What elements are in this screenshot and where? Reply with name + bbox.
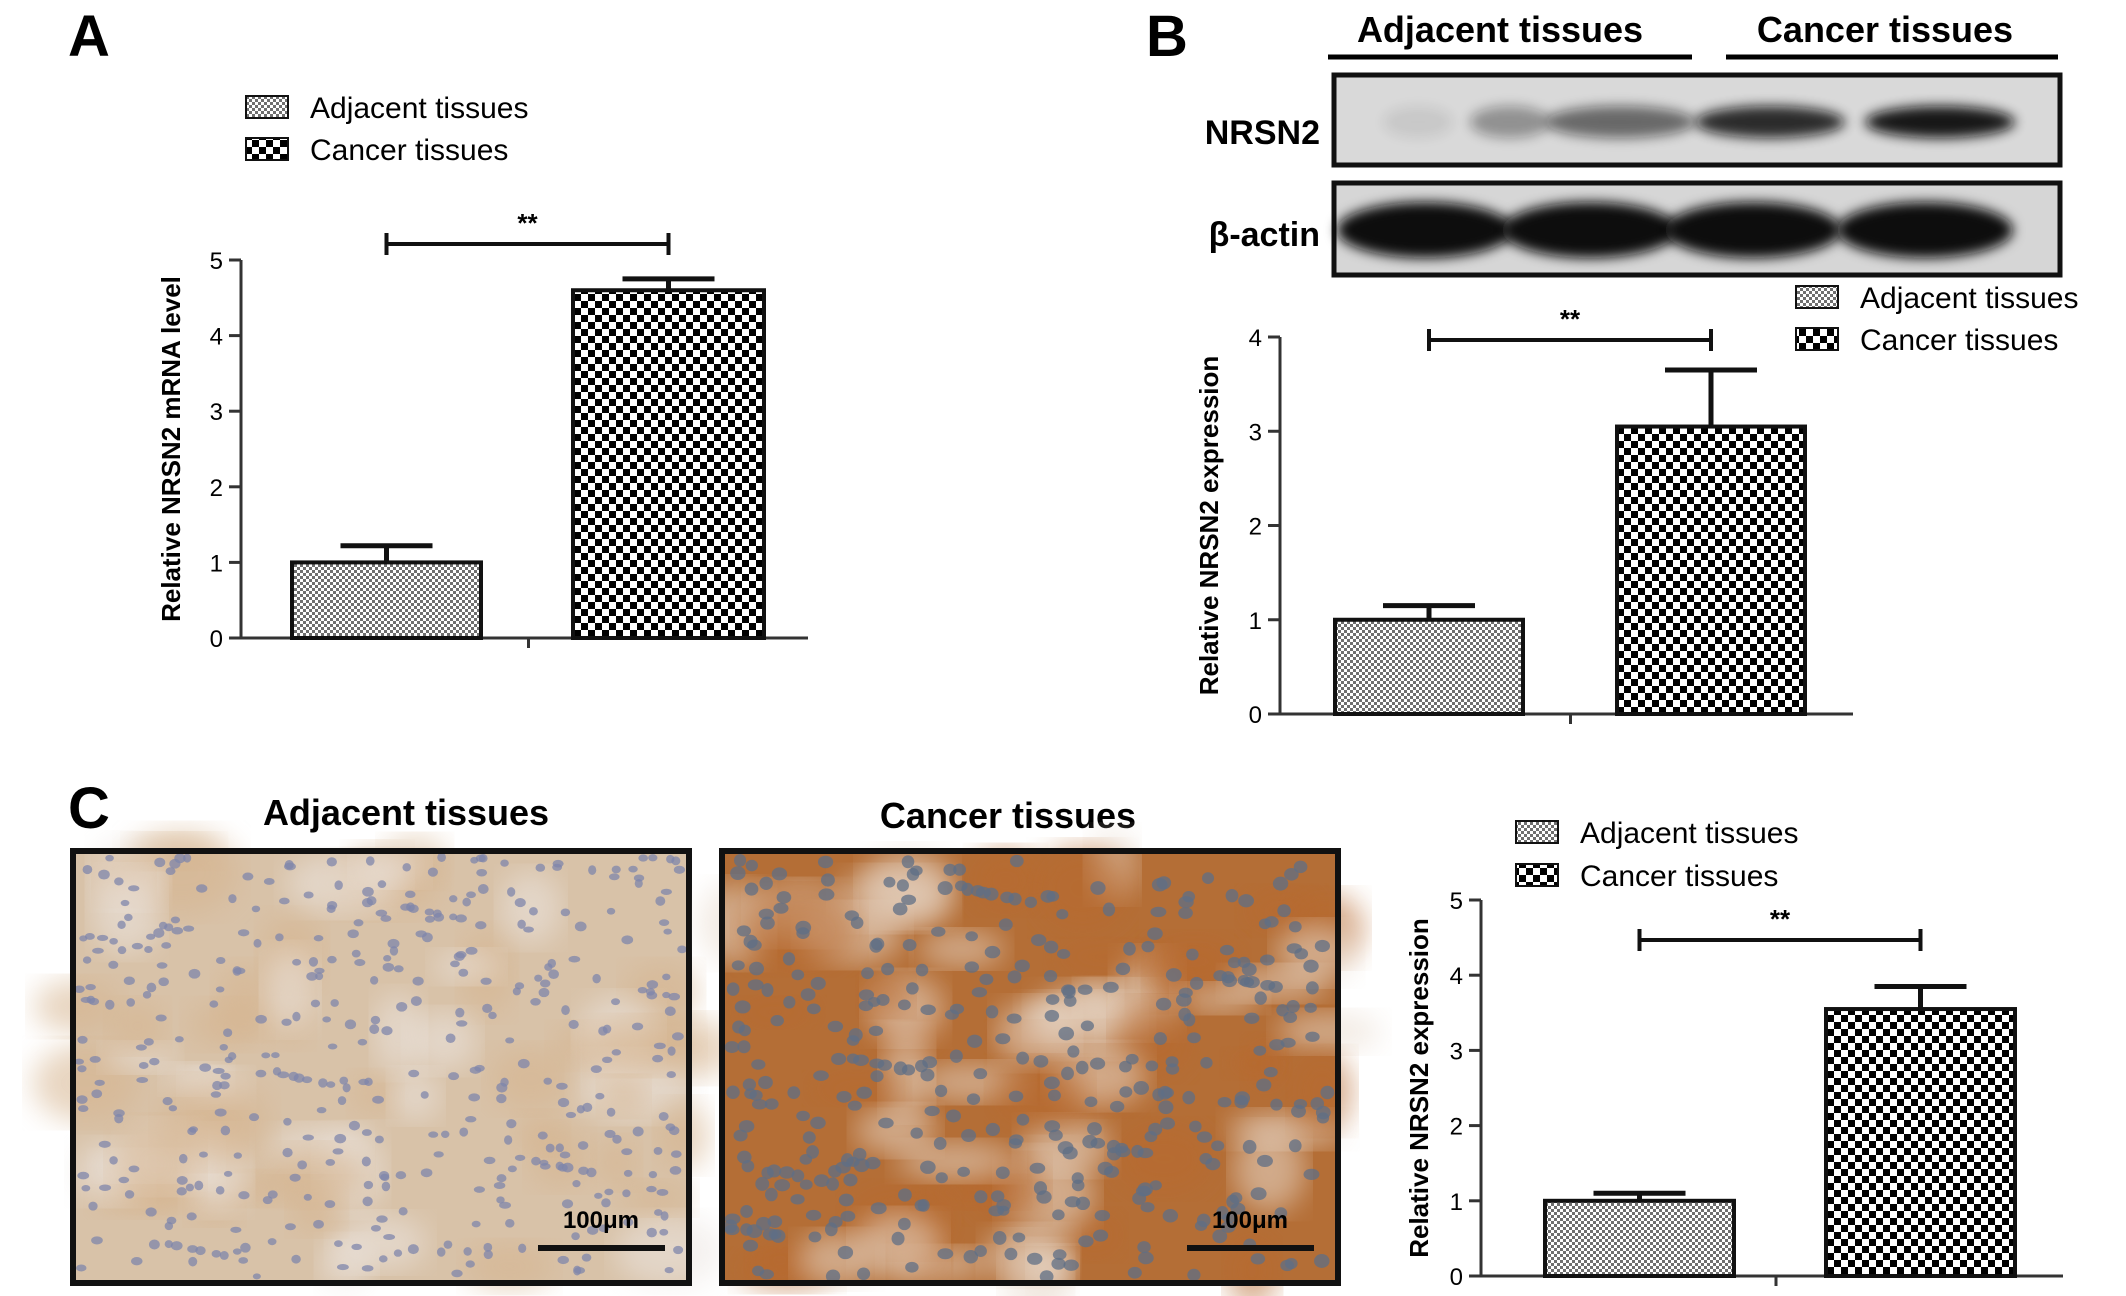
y-tick-label: 2 bbox=[1450, 1114, 1463, 1141]
panel-label-c: C bbox=[68, 776, 110, 841]
blot-row-label-actin: β-actin bbox=[1209, 216, 1320, 254]
legend-label: Adjacent tissues bbox=[1580, 817, 1798, 850]
y-axis-label: Relative NRSN2 expression bbox=[1194, 356, 1224, 696]
y-tick-label: 1 bbox=[210, 550, 223, 577]
y-axis-label: Relative NRSN2 mRNA level bbox=[156, 276, 186, 622]
y-tick-label: 1 bbox=[1450, 1189, 1463, 1216]
nrsn2-band bbox=[1695, 106, 1845, 138]
legend-label: Cancer tissues bbox=[310, 134, 508, 167]
bar-cancer bbox=[1824, 1007, 2017, 1278]
y-tick-label: 4 bbox=[210, 324, 223, 351]
legend-label: Adjacent tissues bbox=[310, 92, 528, 125]
y-tick-label: 0 bbox=[210, 626, 223, 653]
scale-bar-label-cancer: 100μm bbox=[1212, 1207, 1288, 1234]
panel-label-b: B bbox=[1146, 4, 1188, 69]
legend-swatch-adjacent bbox=[1795, 285, 1839, 309]
bar-adjacent bbox=[1543, 1198, 1736, 1279]
chart-panel-b: 0 1 2 3 4 Relative NRSN2 expression ** Adjacent… bbox=[1194, 282, 2078, 729]
significance-marker: ** bbox=[1560, 304, 1581, 334]
y-tick-label: 5 bbox=[210, 248, 223, 275]
bar-cancer bbox=[1615, 424, 1807, 716]
blot-row-label-nrsn2: NRSN2 bbox=[1205, 114, 1320, 152]
legend-label: Cancer tissues bbox=[1860, 324, 2058, 357]
western-blot: Adjacent tissues Cancer tissues NRSN2 β-… bbox=[1205, 9, 2063, 278]
ihc-image-cancer: 100μm bbox=[698, 829, 1382, 1296]
y-tick-label: 3 bbox=[1450, 1038, 1463, 1065]
bar-adjacent bbox=[1333, 617, 1525, 716]
chart-panel-a: 0 1 2 3 4 5 Relative NRSN2 mRNA level ** Adjacen… bbox=[156, 92, 808, 653]
bar-cancer bbox=[571, 288, 766, 640]
legend-swatch-cancer bbox=[1795, 327, 1839, 351]
significance-marker: ** bbox=[1770, 904, 1791, 934]
bar-adjacent bbox=[290, 560, 483, 641]
actin-band bbox=[1337, 202, 1513, 258]
y-tick-label: 1 bbox=[1249, 608, 1262, 635]
blot-header-cancer: Cancer tissues bbox=[1757, 9, 2013, 50]
actin-band bbox=[1665, 202, 1841, 258]
y-tick-label: 3 bbox=[210, 399, 223, 426]
legend-label: Adjacent tissues bbox=[1860, 282, 2078, 315]
legend-swatch-adjacent bbox=[245, 95, 289, 119]
significance-marker: ** bbox=[517, 208, 538, 238]
nrsn2-band bbox=[1545, 106, 1695, 138]
ihc-title-cancer: Cancer tissues bbox=[880, 795, 1136, 836]
actin-band bbox=[1502, 202, 1678, 258]
chart-panel-c: 0 1 2 3 4 5 Relative NRSN2 expression ** Adjacen… bbox=[1404, 817, 2063, 1291]
y-tick-label: 0 bbox=[1249, 702, 1262, 729]
nrsn2-band bbox=[1383, 106, 1453, 138]
y-tick-label: 0 bbox=[1450, 1264, 1463, 1291]
y-tick-label: 5 bbox=[1450, 888, 1463, 915]
actin-band bbox=[1837, 202, 2013, 258]
y-tick-label: 2 bbox=[1249, 514, 1262, 541]
panel-label-a: A bbox=[68, 4, 110, 69]
ihc-images: Adjacent tissues Cancer tissues 100μm 10… bbox=[32, 792, 1382, 1296]
nrsn2-band bbox=[1470, 106, 1550, 138]
y-tick-label: 2 bbox=[210, 475, 223, 502]
nrsn2-band bbox=[1865, 106, 2015, 138]
ihc-image-adjacent: 100μm bbox=[32, 829, 739, 1291]
legend-label: Cancer tissues bbox=[1580, 860, 1778, 893]
actin-bands bbox=[1337, 202, 2013, 258]
y-tick-label: 4 bbox=[1249, 325, 1262, 352]
y-tick-label: 4 bbox=[1450, 963, 1463, 990]
legend-swatch-cancer bbox=[1515, 863, 1559, 887]
y-axis-label: Relative NRSN2 expression bbox=[1404, 918, 1434, 1258]
nrsn2-bands bbox=[1383, 106, 2015, 138]
ihc-title-adjacent: Adjacent tissues bbox=[263, 792, 549, 833]
scale-bar-label-adjacent: 100μm bbox=[563, 1207, 639, 1234]
legend-swatch-cancer bbox=[245, 137, 289, 161]
legend-swatch-adjacent bbox=[1515, 820, 1559, 844]
y-tick-label: 3 bbox=[1249, 419, 1262, 446]
blot-header-adjacent: Adjacent tissues bbox=[1357, 9, 1643, 50]
